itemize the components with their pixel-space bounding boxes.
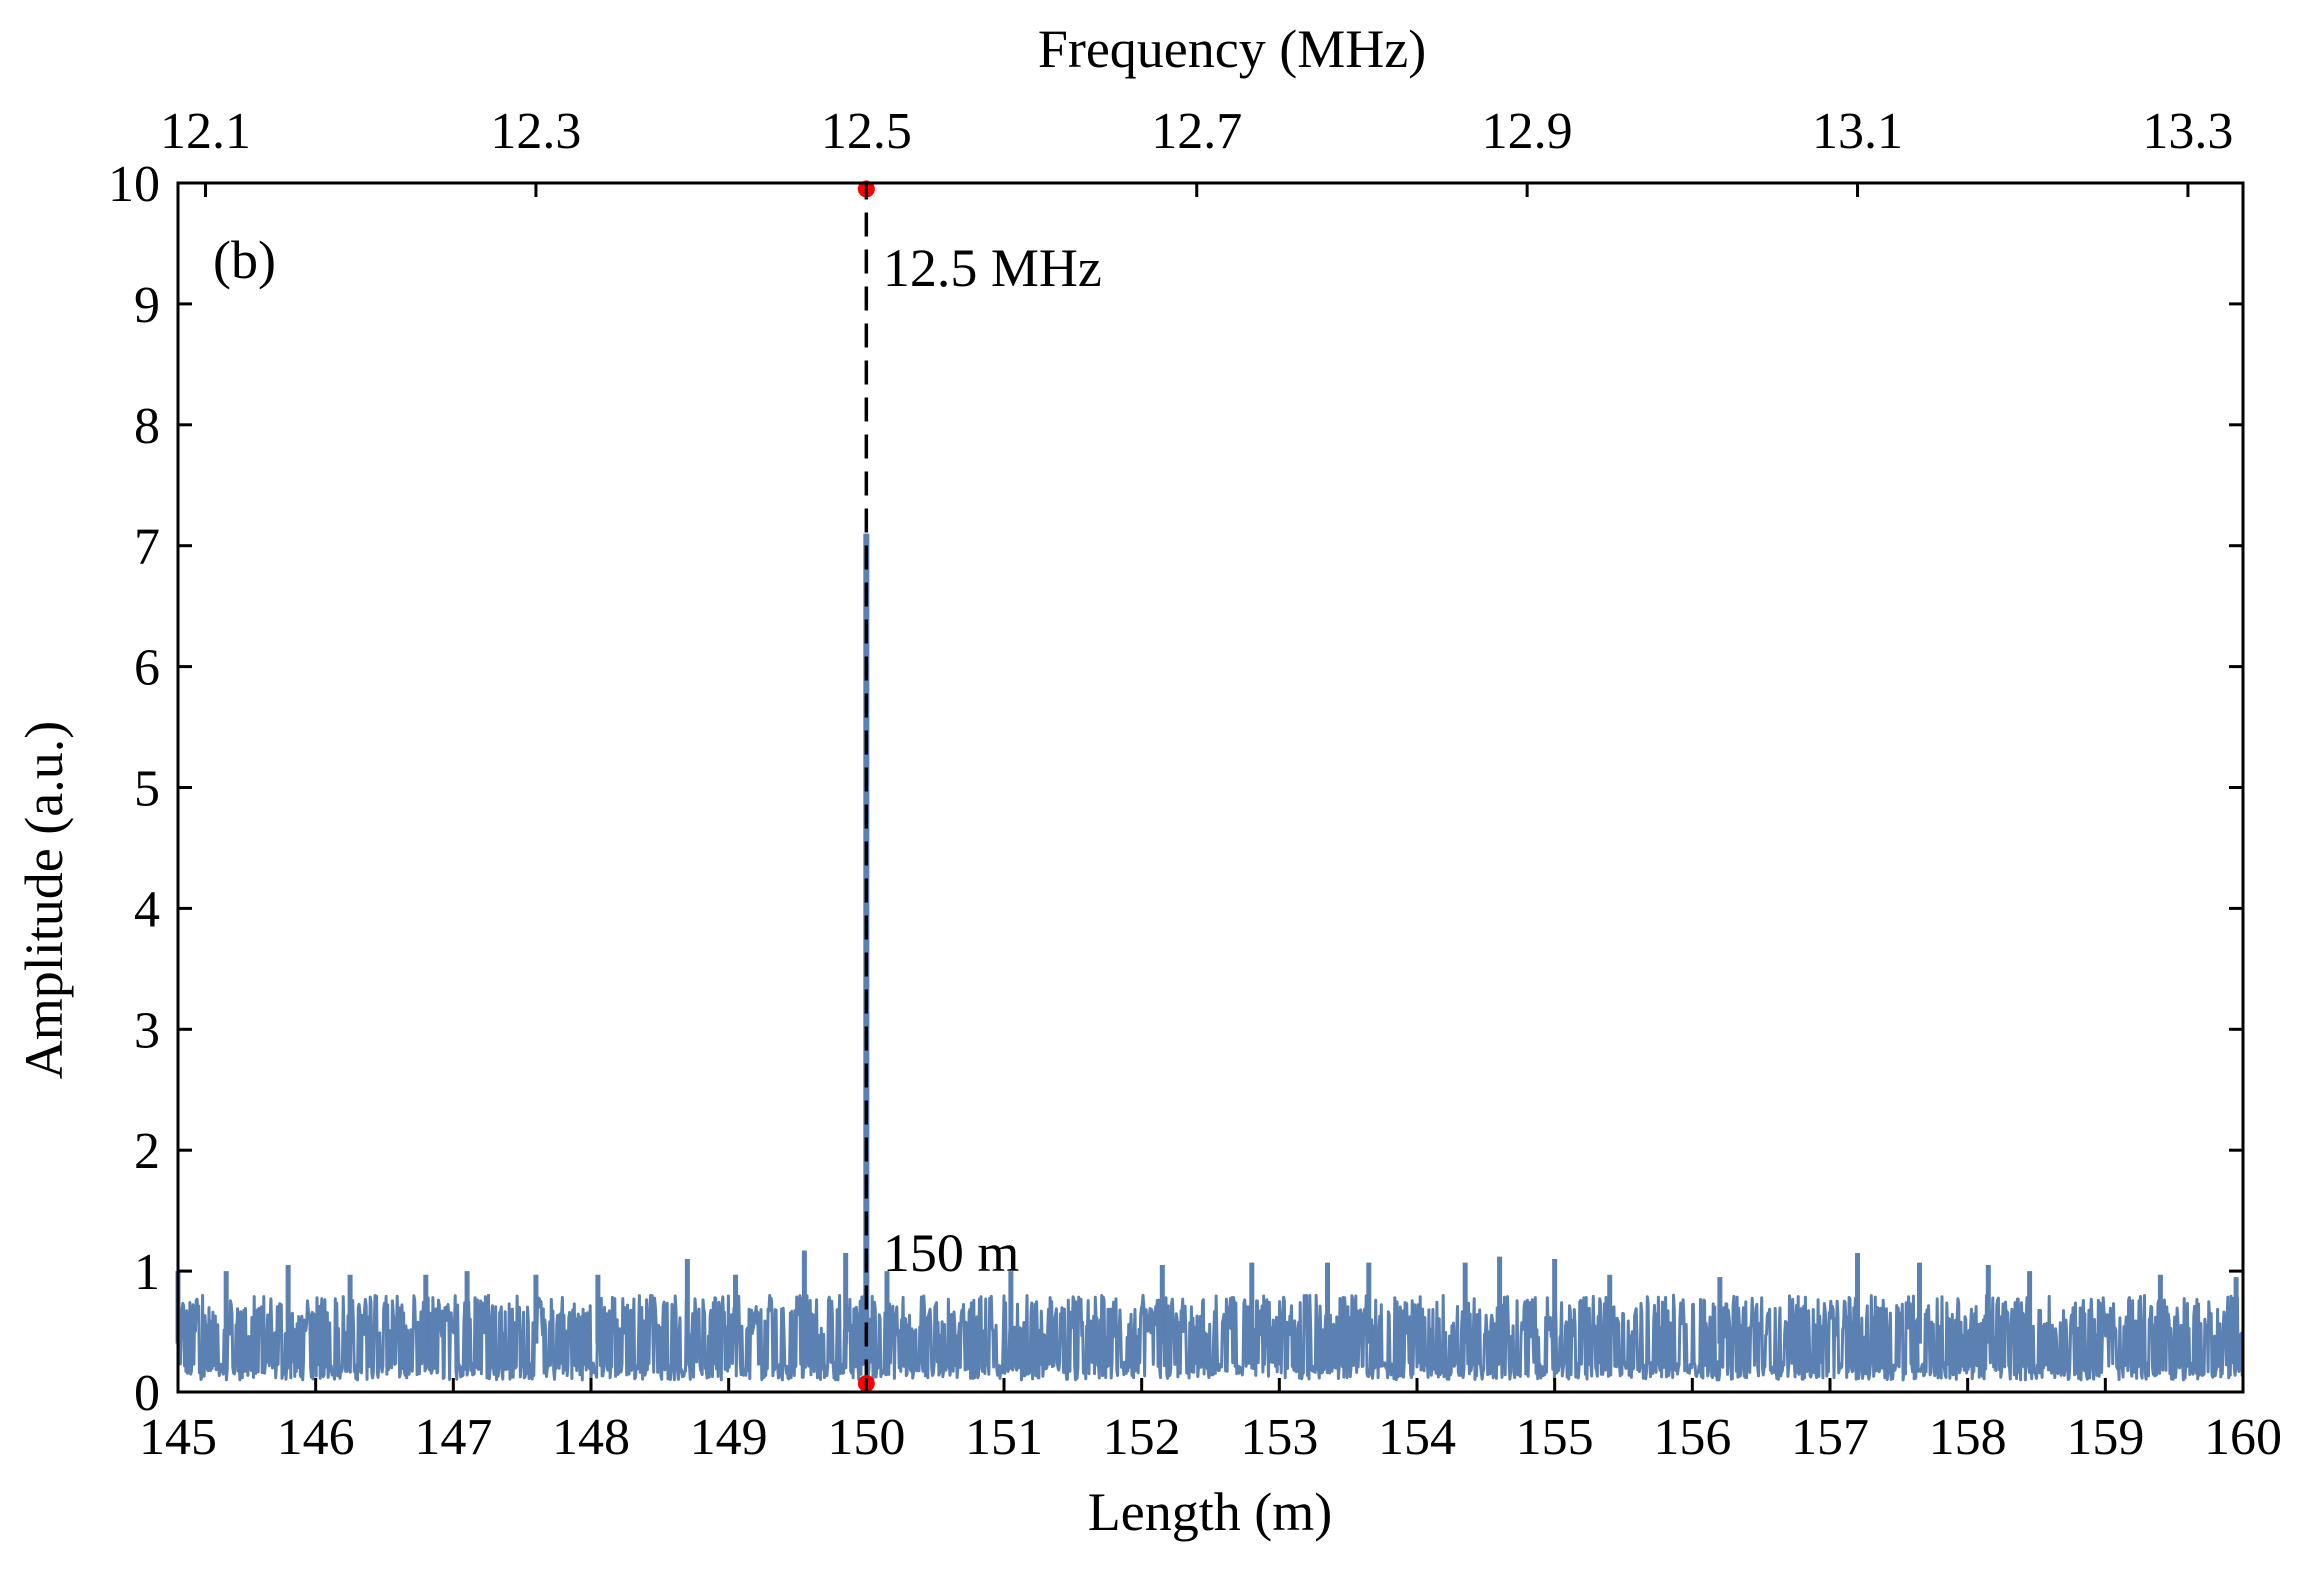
panel-label: (b) xyxy=(213,230,276,290)
x-tick-label-9: 154 xyxy=(1378,1409,1456,1466)
y-tick-label-7: 7 xyxy=(134,519,160,576)
annotations-layer: 12.5 MHz 150 m xyxy=(883,238,1102,1283)
x-axis-title: Length (m) xyxy=(1088,1482,1332,1542)
x-tick-label-12: 157 xyxy=(1791,1409,1869,1466)
ticks-layer: 145 146 147 148 149 150 151 152 153 154 155 156 157 1… xyxy=(108,103,2282,1466)
series-layer xyxy=(175,533,2245,1382)
x-tick-label-11: 156 xyxy=(1653,1409,1731,1466)
top-tick-label-6: 13.3 xyxy=(2142,103,2233,160)
x-tick-label-8: 153 xyxy=(1240,1409,1318,1466)
x-tick-label-7: 152 xyxy=(1103,1409,1181,1466)
top-axis-title: Frequency (MHz) xyxy=(1038,19,1426,79)
top-tick-label-0: 12.1 xyxy=(160,103,251,160)
noise-floor-line xyxy=(176,1293,2245,1382)
x-tick-label-13: 158 xyxy=(1929,1409,2007,1466)
top-tick-label-2: 12.5 xyxy=(821,103,912,160)
x-tick-label-5: 150 xyxy=(827,1409,905,1466)
top-tick-label-3: 12.7 xyxy=(1151,103,1242,160)
y-tick-label-10: 10 xyxy=(108,156,160,213)
top-tick-label-4: 12.9 xyxy=(1482,103,1573,160)
x-tick-label-15: 160 xyxy=(2204,1409,2282,1466)
plot-frame xyxy=(176,181,2245,1394)
x-tick-label-1: 146 xyxy=(277,1409,355,1466)
axes-layer xyxy=(176,181,2245,1394)
x-tick-label-3: 148 xyxy=(552,1409,630,1466)
y-tick-label-6: 6 xyxy=(134,640,160,697)
y-axis-title: Amplitude (a.u.) xyxy=(14,721,74,1079)
top-tick-label-1: 12.3 xyxy=(490,103,581,160)
y-tick-label-5: 5 xyxy=(134,761,160,818)
y-tick-label-1: 1 xyxy=(134,1244,160,1301)
x-tick-label-10: 155 xyxy=(1516,1409,1594,1466)
y-tick-label-0: 0 xyxy=(134,1365,160,1422)
top-tick-label-5: 13.1 xyxy=(1812,103,1903,160)
x-tick-label-0: 145 xyxy=(139,1409,217,1466)
x-tick-label-2: 147 xyxy=(414,1409,492,1466)
annotation-1: 150 m xyxy=(883,1223,1020,1283)
y-tick-label-3: 3 xyxy=(134,1002,160,1059)
x-tick-label-4: 149 xyxy=(690,1409,768,1466)
y-tick-label-8: 8 xyxy=(134,398,160,455)
y-tick-label-9: 9 xyxy=(134,277,160,334)
y-tick-label-4: 4 xyxy=(134,881,160,938)
labels-layer: Length (m) Frequency (MHz) Amplitude (a.… xyxy=(14,19,1426,1542)
x-tick-label-14: 159 xyxy=(2066,1409,2144,1466)
x-tick-label-6: 151 xyxy=(965,1409,1043,1466)
annotation-0: 12.5 MHz xyxy=(883,238,1102,298)
y-tick-label-2: 2 xyxy=(134,1123,160,1180)
